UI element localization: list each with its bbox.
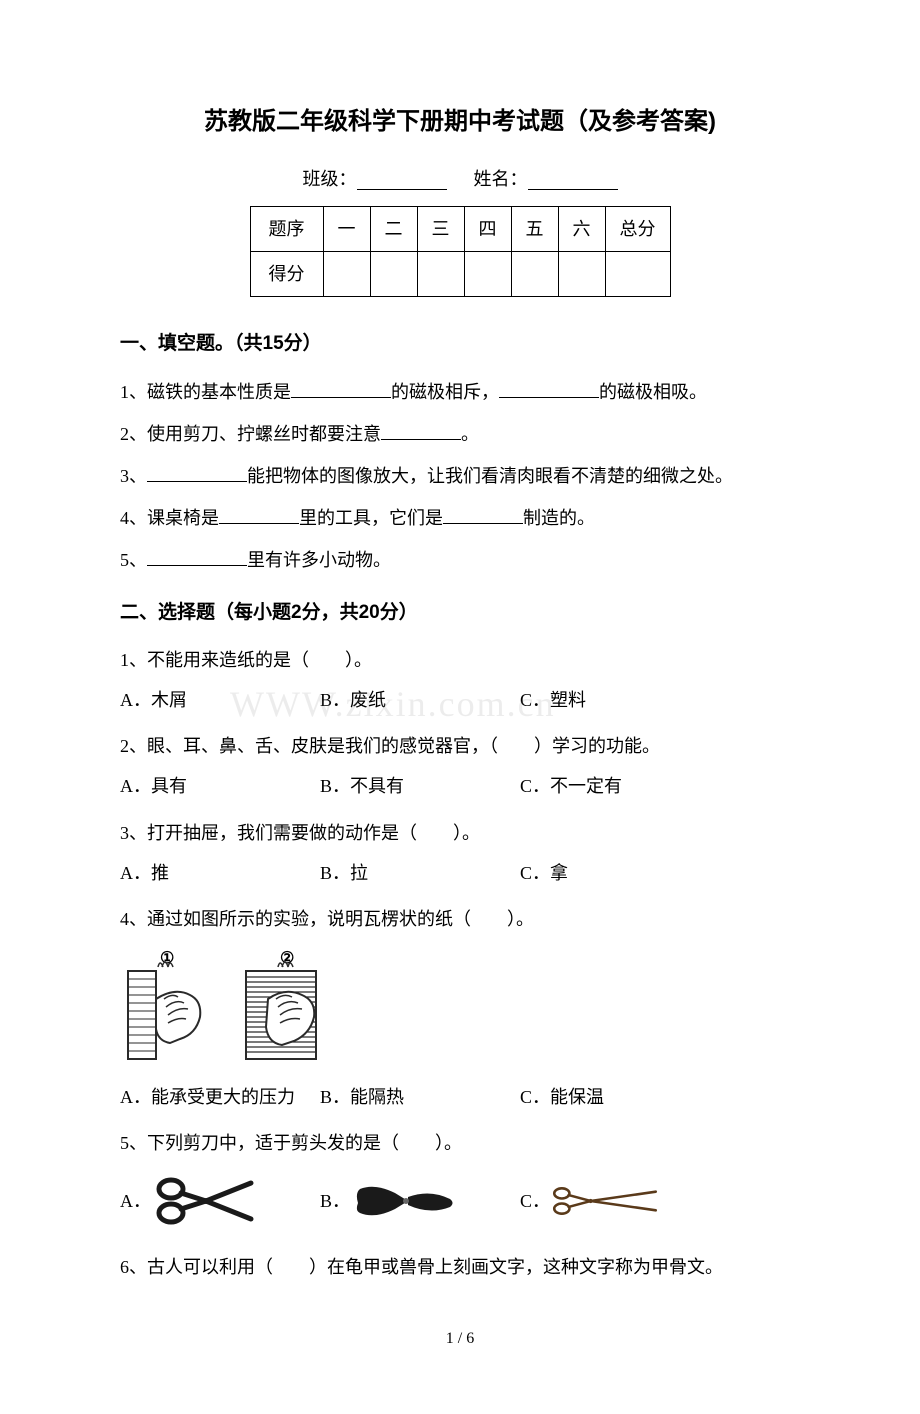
s2-q2: 2、眼、耳、鼻、舌、皮肤是我们的感觉器官，（ ）学习的功能。 xyxy=(120,728,800,764)
option-b-label: B． xyxy=(320,1185,350,1217)
q-text: 2、使用剪刀、拧螺丝时都要注意 xyxy=(120,424,381,444)
s1-q3: 3、 能把物体的图像放大，让我们看清肉眼看不清楚的细微之处。 xyxy=(120,458,800,494)
header-cell: 四 xyxy=(464,206,511,251)
fill-blank[interactable] xyxy=(147,466,247,482)
section1-title: 一、填空题。（共15分） xyxy=(120,327,800,361)
q-text: 4、课桌椅是 xyxy=(120,508,219,528)
s2-q3-options: A．推 B．拉 C．拿 xyxy=(120,857,800,889)
fill-blank[interactable] xyxy=(147,550,247,566)
pruning-shears-icon xyxy=(350,1171,460,1231)
student-info-line: 班级： 姓名： xyxy=(120,163,800,195)
scissors-regular-icon xyxy=(151,1171,261,1231)
q-text: 3、 xyxy=(120,466,147,486)
section2-title: 二、选择题（每小题2分，共20分） xyxy=(120,596,800,630)
name-label: 姓名： xyxy=(474,169,528,189)
s2-q5-options: A． B． C． xyxy=(120,1171,800,1231)
score-cell[interactable] xyxy=(558,251,605,296)
option-b: B．拉 xyxy=(320,857,520,889)
score-cell[interactable] xyxy=(323,251,370,296)
option-a: A．具有 xyxy=(120,770,320,802)
q-text: 5、 xyxy=(120,550,147,570)
figure-hand-paper-1-icon: ① xyxy=(120,949,210,1069)
q-text: 制造的。 xyxy=(523,508,595,528)
option-c-scissors: C． xyxy=(520,1171,720,1231)
fill-blank[interactable] xyxy=(291,382,391,398)
s2-q5: 5、下列剪刀中，适于剪头发的是（ ）。 xyxy=(120,1125,800,1161)
option-c: C．能保温 xyxy=(520,1081,720,1113)
option-a: A．木屑 xyxy=(120,684,320,716)
q-text: 。 xyxy=(461,424,479,444)
header-cell: 三 xyxy=(417,206,464,251)
class-blank[interactable] xyxy=(357,172,447,190)
fill-blank[interactable] xyxy=(443,508,523,524)
score-cell[interactable] xyxy=(511,251,558,296)
q-text: 里有许多小动物。 xyxy=(247,550,391,570)
header-cell: 二 xyxy=(370,206,417,251)
s2-q3: 3、打开抽屉，我们需要做的动作是（ ）。 xyxy=(120,815,800,851)
s1-q5: 5、 里有许多小动物。 xyxy=(120,542,800,578)
score-table: 题序 一 二 三 四 五 六 总分 得分 xyxy=(250,206,671,298)
option-b: B．废纸 xyxy=(320,684,520,716)
score-cell[interactable] xyxy=(464,251,511,296)
s2-q1: 1、不能用来造纸的是（ ）。 xyxy=(120,642,800,678)
s2-q2-options: A．具有 B．不具有 C．不一定有 xyxy=(120,770,800,802)
q-text: 能把物体的图像放大，让我们看清肉眼看不清楚的细微之处。 xyxy=(247,466,733,486)
q4-figures: ① ② xyxy=(120,949,800,1069)
s2-q6: 6、古人可以利用（ ）在龟甲或兽骨上刻画文字，这种文字称为甲骨文。 xyxy=(120,1249,800,1285)
page-number: 1 / 6 xyxy=(120,1325,800,1354)
fill-blank[interactable] xyxy=(499,382,599,398)
document-title: 苏教版二年级科学下册期中考试题（及参考答案) xyxy=(120,100,800,143)
fill-blank[interactable] xyxy=(219,508,299,524)
table-header-row: 题序 一 二 三 四 五 六 总分 xyxy=(250,206,670,251)
q-text: 的磁极相吸。 xyxy=(599,382,707,402)
header-cell: 六 xyxy=(558,206,605,251)
table-score-row: 得分 xyxy=(250,251,670,296)
option-b-scissors: B． xyxy=(320,1171,520,1231)
q-text: 1、磁铁的基本性质是 xyxy=(120,382,291,402)
s1-q1: 1、磁铁的基本性质是 的磁极相斥， 的磁极相吸。 xyxy=(120,374,800,410)
s2-q4-options: A．能承受更大的压力 B．能隔热 C．能保温 xyxy=(120,1081,800,1113)
option-c: C．不一定有 xyxy=(520,770,720,802)
s1-q4: 4、课桌椅是 里的工具，它们是 制造的。 xyxy=(120,500,800,536)
header-cell: 一 xyxy=(323,206,370,251)
option-b: B．能隔热 xyxy=(320,1081,520,1113)
figure-hand-corrugated-2-icon: ② xyxy=(240,949,330,1069)
option-a-scissors: A． xyxy=(120,1171,320,1231)
hair-scissors-icon xyxy=(550,1171,660,1231)
option-c: C．拿 xyxy=(520,857,720,889)
header-cell: 总分 xyxy=(605,206,670,251)
option-c-label: C． xyxy=(520,1185,550,1217)
option-a-label: A． xyxy=(120,1185,151,1217)
s2-q4: 4、通过如图所示的实验，说明瓦楞状的纸（ ）。 xyxy=(120,901,800,937)
s1-q2: 2、使用剪刀、拧螺丝时都要注意 。 xyxy=(120,416,800,452)
class-label: 班级： xyxy=(303,169,357,189)
option-b: B．不具有 xyxy=(320,770,520,802)
header-cell: 题序 xyxy=(250,206,323,251)
q-text: 里的工具，它们是 xyxy=(299,508,443,528)
option-c: C．塑料 xyxy=(520,684,720,716)
score-cell[interactable] xyxy=(605,251,670,296)
score-cell[interactable] xyxy=(417,251,464,296)
s2-q1-options: WWW.zixin.com.cn A．木屑 B．废纸 C．塑料 xyxy=(120,684,800,716)
score-cell[interactable] xyxy=(370,251,417,296)
option-a: A．能承受更大的压力 xyxy=(120,1081,320,1113)
q-text: 的磁极相斥， xyxy=(391,382,499,402)
name-blank[interactable] xyxy=(528,172,618,190)
fill-blank[interactable] xyxy=(381,424,461,440)
header-cell: 五 xyxy=(511,206,558,251)
option-a: A．推 xyxy=(120,857,320,889)
score-label-cell: 得分 xyxy=(250,251,323,296)
